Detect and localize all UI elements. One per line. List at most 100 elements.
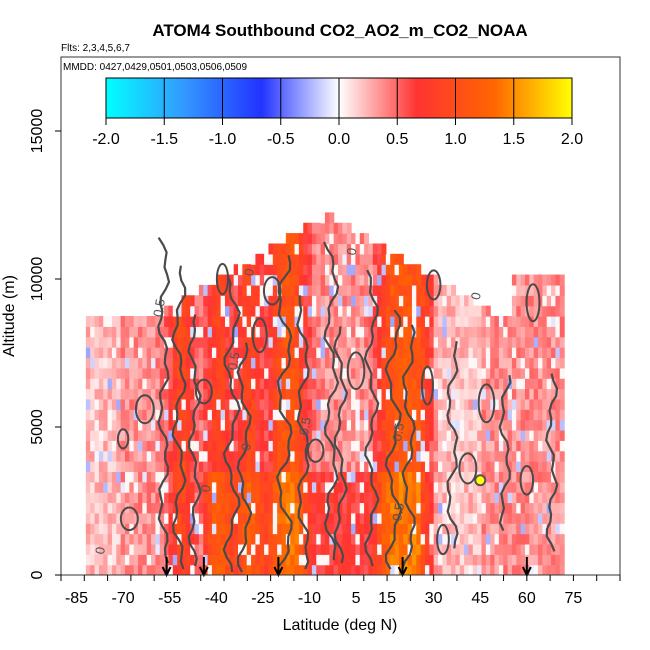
heatmap-cell xyxy=(303,502,309,514)
heatmap-cell xyxy=(442,409,448,421)
heatmap-cell xyxy=(155,326,161,338)
heatmap-cell xyxy=(303,409,309,421)
heatmap-cell xyxy=(459,388,465,400)
heatmap-cell xyxy=(324,502,330,514)
heatmap-cell xyxy=(146,502,152,514)
heatmap-cell xyxy=(516,326,522,338)
heatmap-cell xyxy=(442,461,448,472)
heatmap-cell xyxy=(285,554,291,566)
heatmap-cell xyxy=(85,429,91,441)
heatmap-cell xyxy=(381,440,387,452)
heatmap-cell xyxy=(468,388,474,400)
heatmap-cell xyxy=(316,222,322,234)
heatmap-cell xyxy=(224,357,230,369)
heatmap-cell xyxy=(251,429,257,441)
heatmap-cell xyxy=(120,564,126,575)
heatmap-cell xyxy=(124,367,130,379)
heatmap-cell xyxy=(559,554,565,566)
heatmap-cell xyxy=(329,409,335,421)
heatmap-cell xyxy=(155,388,161,400)
heatmap-cell xyxy=(338,388,343,400)
heatmap-cell xyxy=(203,316,209,327)
heatmap-cell xyxy=(342,512,348,524)
heatmap-cell xyxy=(216,554,222,566)
heatmap-cell xyxy=(290,264,296,276)
heatmap-cell xyxy=(168,305,174,317)
heatmap-cell xyxy=(238,388,243,400)
heatmap-cell xyxy=(555,284,561,296)
heatmap-cell xyxy=(85,471,91,483)
heatmap-cell xyxy=(198,554,204,566)
heatmap-cell xyxy=(346,264,352,276)
heatmap-cell xyxy=(398,347,404,359)
heatmap-cell xyxy=(133,461,139,472)
heatmap-cell xyxy=(281,419,287,431)
heatmap-cell xyxy=(229,326,235,338)
heatmap-cell xyxy=(342,523,348,535)
heatmap-cell xyxy=(355,512,361,524)
heatmap-cell xyxy=(255,378,261,390)
heatmap-cell xyxy=(390,316,396,327)
heatmap-cell xyxy=(224,336,230,348)
heatmap-cell xyxy=(533,357,539,369)
heatmap-cell xyxy=(294,357,300,369)
heatmap-cell xyxy=(359,419,365,431)
heatmap-cell xyxy=(124,492,130,504)
heatmap-cell xyxy=(168,326,174,338)
contour-line xyxy=(333,326,349,564)
heatmap-cell xyxy=(411,264,417,276)
heatmap-cell xyxy=(203,409,209,421)
heatmap-cell xyxy=(168,336,174,348)
heatmap-cell xyxy=(190,471,196,483)
heatmap-cell xyxy=(159,326,165,338)
heatmap-cell xyxy=(551,316,557,327)
contour-line xyxy=(296,295,310,570)
heatmap-cell xyxy=(168,543,174,555)
heatmap-cell xyxy=(559,429,565,441)
heatmap-cell xyxy=(90,450,96,462)
heatmap-cell xyxy=(498,367,504,379)
heatmap-cell xyxy=(529,347,535,359)
heatmap-cell xyxy=(229,502,235,514)
heatmap-cell xyxy=(333,222,339,234)
heatmap-cell xyxy=(429,492,435,504)
heatmap-cell xyxy=(311,326,317,338)
heatmap-cell xyxy=(203,388,209,400)
heatmap-cell xyxy=(507,429,513,441)
heatmap-cell xyxy=(285,471,291,483)
heatmap-cell xyxy=(329,564,335,575)
heatmap-cell xyxy=(211,450,217,462)
heatmap-cell xyxy=(85,367,91,379)
heatmap-cell xyxy=(124,523,130,535)
heatmap-cell xyxy=(407,523,413,535)
heatmap-cell xyxy=(403,409,409,421)
heatmap-cell xyxy=(551,305,557,317)
flights-label: Flts: 2,3,4,5,6,7 xyxy=(61,43,130,54)
heatmap-cell xyxy=(368,316,374,327)
heatmap-cell xyxy=(320,357,326,369)
heatmap-cell xyxy=(342,398,348,410)
heatmap-cell xyxy=(259,274,265,286)
heatmap-cell xyxy=(285,367,291,379)
heatmap-cell xyxy=(181,512,187,524)
heatmap-cell xyxy=(216,274,222,286)
heatmap-cell xyxy=(290,481,296,493)
heatmap-cell xyxy=(520,564,526,575)
heatmap-cell xyxy=(129,554,135,566)
heatmap-cell xyxy=(142,419,148,431)
heatmap-cell xyxy=(264,502,270,514)
heatmap-cell xyxy=(316,388,322,400)
heatmap-cell xyxy=(398,512,404,524)
heatmap-cell xyxy=(351,357,357,369)
heatmap-cell xyxy=(324,274,330,286)
heatmap-cell xyxy=(494,357,500,369)
heatmap-cell xyxy=(416,429,422,441)
heatmap-cell xyxy=(433,295,439,307)
heatmap-cell xyxy=(446,450,452,462)
heatmap-cell xyxy=(433,378,439,390)
heatmap-cell xyxy=(120,357,126,369)
heatmap-cell xyxy=(511,316,517,327)
heatmap-cell xyxy=(120,378,126,390)
heatmap-cell xyxy=(194,543,200,555)
heatmap-cell xyxy=(329,212,335,224)
